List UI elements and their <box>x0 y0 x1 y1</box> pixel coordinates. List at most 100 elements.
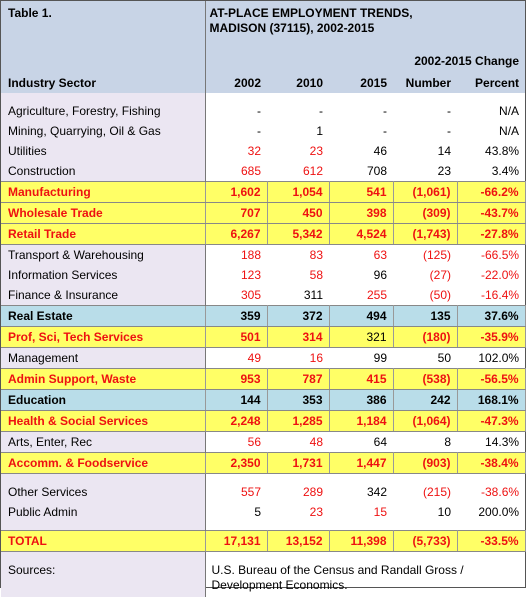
spacer-cell <box>393 93 457 101</box>
value-cell: 242 <box>393 389 458 411</box>
value-cell: 13,152 <box>267 530 330 552</box>
data-row: Mining, Quarrying, Oil & Gas - 1 - - N/A <box>1 121 525 141</box>
column-header-row: Industry Sector 2002 2010 2015 Number Percent <box>1 68 526 93</box>
value-cell: (125) <box>422 248 451 262</box>
value-cell: -43.7% <box>457 202 526 224</box>
value-cell: (1,743) <box>393 223 458 245</box>
sector-name: TOTAL <box>1 530 206 552</box>
column-header: Industry Sector <box>1 68 206 93</box>
sector-name: Prof, Sci, Tech Services <box>1 326 206 348</box>
spacer-cell <box>205 93 267 101</box>
value-cell: - <box>447 104 451 118</box>
value-cell: 188 <box>240 248 261 262</box>
spacer-cell <box>205 522 267 531</box>
value-cell: 135 <box>393 305 458 327</box>
title-line: AT-PLACE EMPLOYMENT TRENDS, <box>209 6 413 20</box>
sector-name: Public Admin <box>1 502 206 522</box>
data-row: Prof, Sci, Tech Services 501 314 321 (180) -3… <box>1 326 526 348</box>
value-cell: 49 <box>247 351 261 365</box>
data-row: Agriculture, Forestry, Fishing - - - - N/A <box>1 101 525 121</box>
sources-label: Sources: <box>1 560 206 597</box>
data-row: Real Estate 359 372 494 135 37.6% <box>1 305 526 327</box>
sector-name: Accomm. & Foodservice <box>1 452 206 474</box>
value-cell: - <box>257 124 261 138</box>
spacer-cell <box>329 474 393 483</box>
data-row: Wholesale Trade 707 450 398 (309) -43.7% <box>1 202 526 224</box>
sector-name: Management <box>1 347 206 369</box>
value-cell: 50 <box>437 351 451 365</box>
sector-name: Retail Trade <box>1 223 206 245</box>
spacer-cell <box>457 474 525 483</box>
spacer-row <box>1 473 525 483</box>
spacer-cell <box>267 552 329 561</box>
spacer-cell <box>267 522 329 531</box>
spacer-cell <box>393 552 457 561</box>
value-cell: (538) <box>393 368 458 390</box>
data-row: Transport & Warehousing 188 83 63 (125) -66.5… <box>1 244 525 265</box>
value-cell: 541 <box>329 181 394 203</box>
value-cell: 48 <box>309 435 323 449</box>
sector-name: Real Estate <box>1 305 206 327</box>
data-row: Accomm. & Foodservice 2,350 1,731 1,447 (903… <box>1 452 526 474</box>
sources-line: U.S. Bureau of the Census and Randall Gr… <box>211 563 464 577</box>
spacer-row <box>1 93 525 101</box>
value-cell: 11,398 <box>329 530 394 552</box>
sources-text: U.S. Bureau of the Census and Randall Gr… <box>205 560 525 597</box>
value-cell: - <box>383 104 387 118</box>
value-cell: 450 <box>267 202 330 224</box>
value-cell: (180) <box>393 326 458 348</box>
value-cell: -22.0% <box>481 268 520 282</box>
sector-name: Other Services <box>1 482 206 502</box>
value-cell: - <box>447 124 451 138</box>
value-cell: 501 <box>205 326 268 348</box>
spacer-cell <box>267 93 329 101</box>
data-row: Construction 685 612 708 23 3.4% <box>1 161 525 182</box>
value-cell: 708 <box>366 164 387 178</box>
table-label: Table 1. <box>1 1 206 54</box>
value-cell: 14.3% <box>485 435 520 449</box>
value-cell: 3.4% <box>491 164 520 178</box>
value-cell: 953 <box>205 368 268 390</box>
value-cell: 4,524 <box>329 223 394 245</box>
data-row: Information Services 123 58 96 (27) -22.0% <box>1 265 525 285</box>
data-row: Education 144 353 386 242 168.1% <box>1 389 526 411</box>
sources-line: Development Economics. <box>211 578 348 592</box>
value-cell: 415 <box>329 368 394 390</box>
spacer-row <box>1 522 525 531</box>
value-cell: 1,731 <box>267 452 330 474</box>
value-cell: (1,061) <box>393 181 458 203</box>
value-cell: 99 <box>373 351 387 365</box>
value-cell: -35.9% <box>457 326 526 348</box>
spacer-cell <box>267 474 329 483</box>
sector-name: Mining, Quarrying, Oil & Gas <box>1 121 206 141</box>
value-cell: 102.0% <box>478 351 520 365</box>
value-cell: -16.4% <box>481 288 520 302</box>
value-cell: 1,602 <box>205 181 268 203</box>
spacer-cell <box>1 93 206 101</box>
sector-name: Construction <box>1 161 206 182</box>
column-header: Number <box>393 68 457 93</box>
value-cell: 386 <box>329 389 394 411</box>
value-cell: 43.8% <box>485 144 520 158</box>
value-cell: 787 <box>267 368 330 390</box>
value-cell: 494 <box>329 305 394 327</box>
value-cell: N/A <box>499 104 520 118</box>
value-cell: 1,447 <box>329 452 394 474</box>
value-cell: 1 <box>316 124 323 138</box>
value-cell: 168.1% <box>457 389 526 411</box>
value-cell: 15 <box>373 505 387 519</box>
sector-name: Admin Support, Waste <box>1 368 206 390</box>
value-cell: (27) <box>429 268 451 282</box>
spacer-cell <box>1 473 206 482</box>
value-cell: 342 <box>366 485 387 499</box>
value-cell: (50) <box>429 288 451 302</box>
value-cell: 1,054 <box>267 181 330 203</box>
data-row: Management 49 16 99 50 102.0% <box>1 347 525 369</box>
value-cell: 255 <box>366 288 387 302</box>
value-cell: 2,350 <box>205 452 268 474</box>
spacer-cell <box>457 552 525 561</box>
value-cell: 14 <box>437 144 451 158</box>
spacer-cell <box>205 552 267 561</box>
value-cell: (215) <box>422 485 451 499</box>
data-row: Other Services 557 289 342 (215) -38.6% <box>1 482 525 502</box>
